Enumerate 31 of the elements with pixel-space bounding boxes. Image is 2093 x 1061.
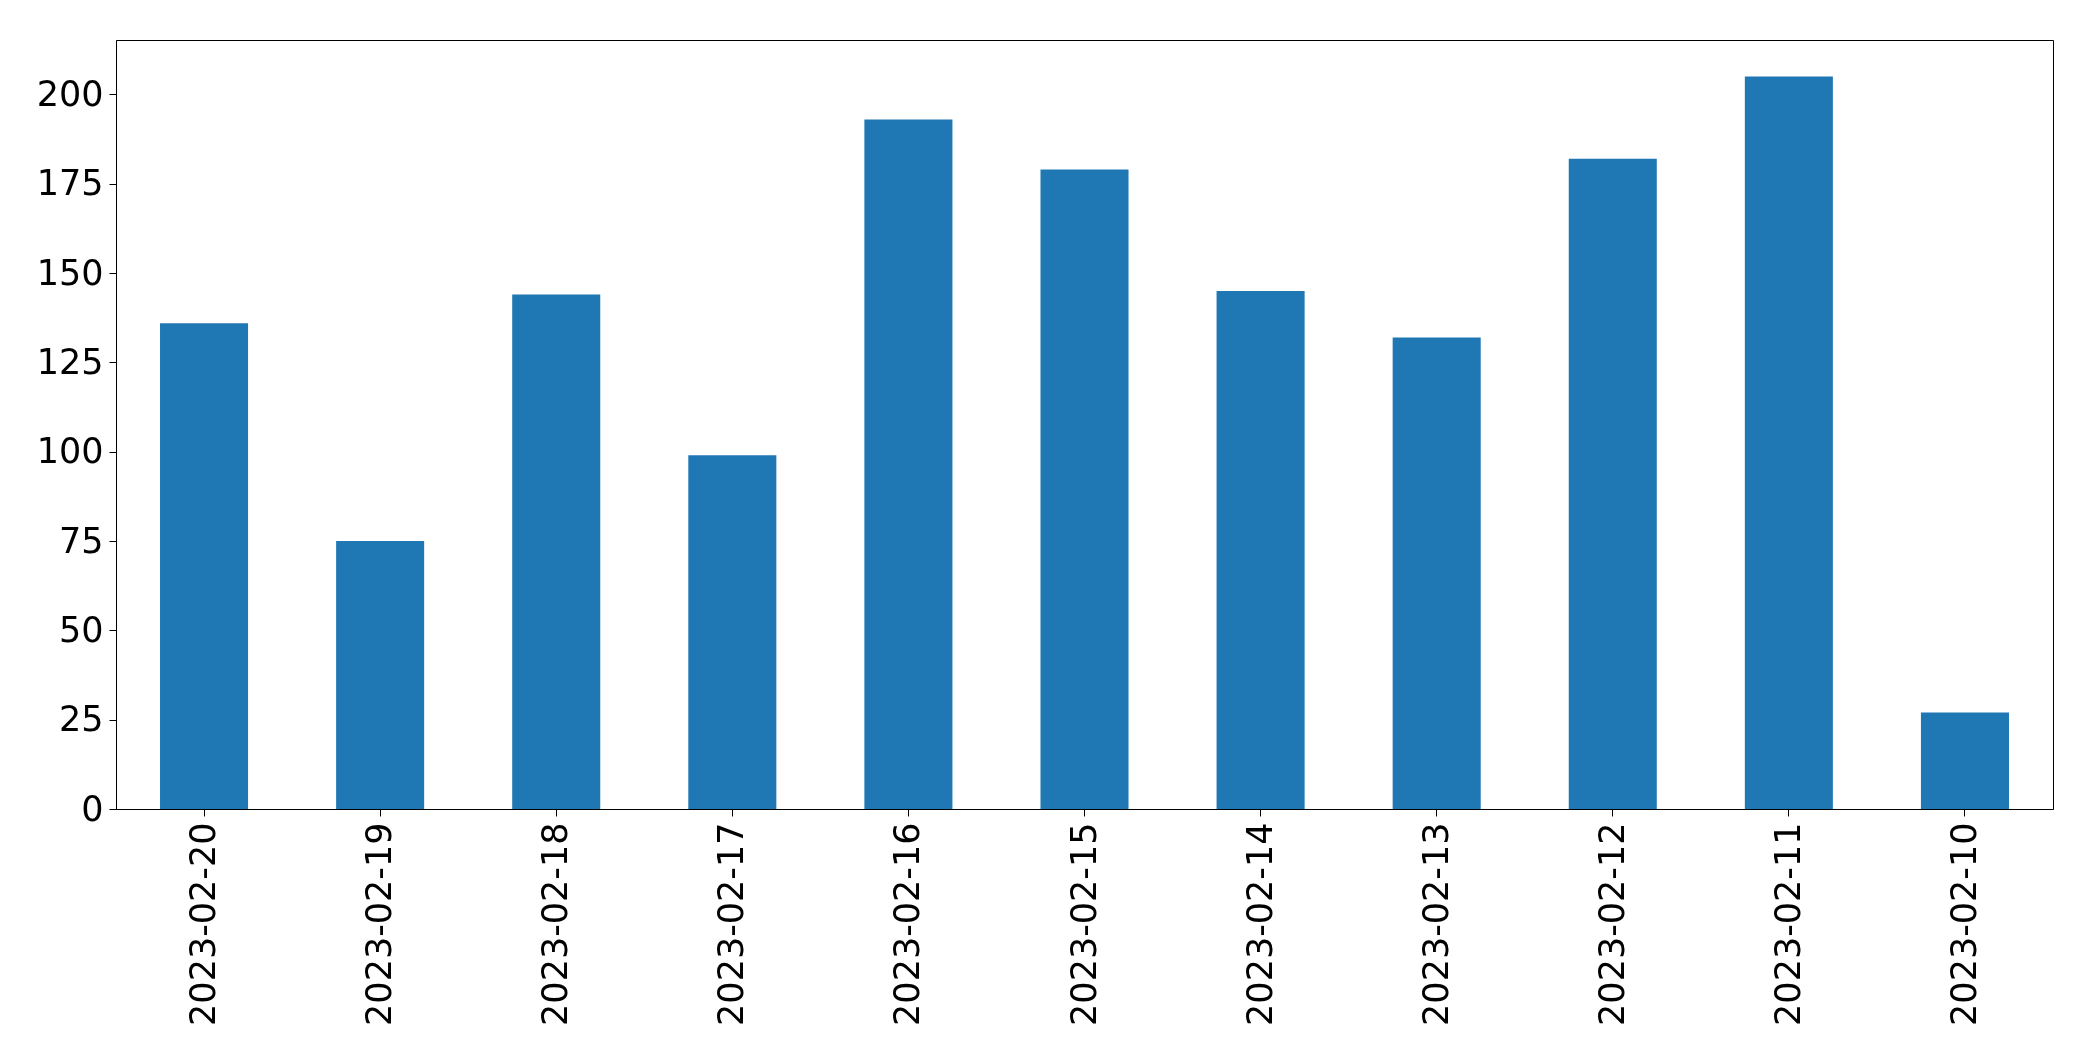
x-tick-label: 2023-02-13 [1415,822,1456,1026]
bar [512,294,601,809]
bar [1920,712,2009,809]
bar [688,455,777,809]
x-tick-label: 2023-02-19 [359,822,400,1026]
y-tick-label: 175 [36,163,104,204]
x-tick-label: 2023-02-14 [1239,822,1280,1026]
y-tick-label: 125 [36,341,104,382]
x-tick-label: 2023-02-18 [535,822,576,1026]
x-tick-label: 2023-02-11 [1767,822,1808,1026]
y-tick-label: 0 [81,788,104,829]
bar [1040,169,1129,809]
y-tick-label: 75 [58,520,104,561]
bar [160,323,249,809]
x-tick-label: 2023-02-15 [1063,822,1104,1026]
x-tick-label: 2023-02-16 [887,822,928,1026]
y-tick-label: 200 [36,73,104,114]
y-tick-label: 50 [58,609,104,650]
bar [336,541,425,809]
bar [1392,337,1481,809]
x-tick-label: 2023-02-17 [711,822,752,1026]
bar [1744,76,1833,809]
x-tick-label: 2023-02-20 [183,822,224,1026]
x-tick-label: 2023-02-12 [1591,822,1632,1026]
bar [1568,158,1657,809]
y-tick-label: 150 [36,252,104,293]
bar [864,119,953,809]
x-tick-label: 2023-02-10 [1943,822,1984,1026]
bar [1216,290,1305,809]
y-tick-label: 25 [58,699,104,740]
y-tick-label: 100 [36,431,104,472]
